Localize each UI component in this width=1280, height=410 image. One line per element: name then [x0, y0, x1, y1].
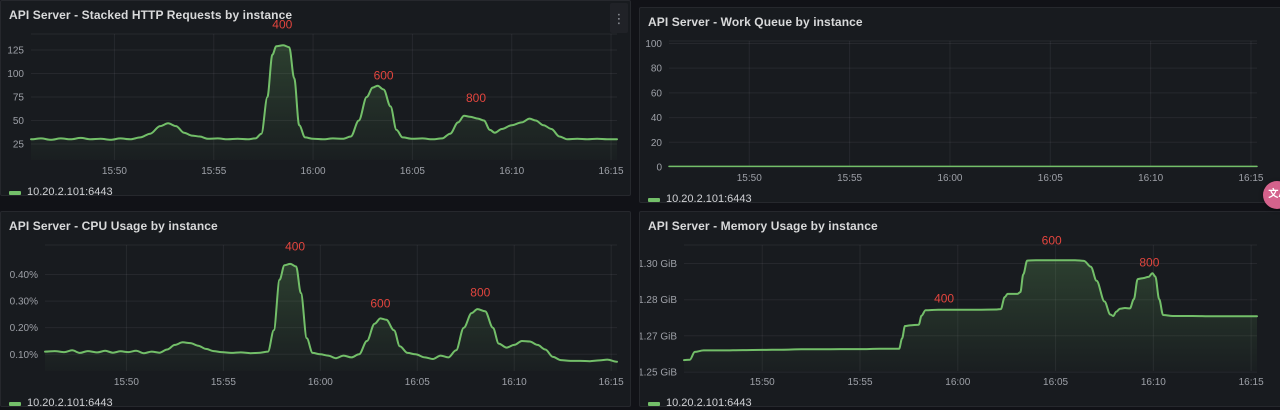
- svg-text:15:50: 15:50: [737, 173, 762, 184]
- svg-text:20: 20: [651, 138, 663, 149]
- svg-text:75: 75: [13, 93, 25, 104]
- svg-text:16:10: 16:10: [499, 166, 524, 177]
- svg-text:400: 400: [285, 240, 305, 254]
- svg-text:50: 50: [13, 116, 25, 127]
- svg-text:60: 60: [651, 88, 663, 99]
- svg-text:16:15: 16:15: [1238, 173, 1263, 184]
- svg-text:15:55: 15:55: [847, 377, 872, 388]
- legend-series-label[interactable]: 10.20.2.101:6443: [666, 397, 752, 409]
- svg-text:1.27 GiB: 1.27 GiB: [640, 331, 677, 342]
- translate-icon: 文A: [1268, 189, 1280, 200]
- svg-text:40: 40: [651, 113, 663, 124]
- svg-text:0.10%: 0.10%: [10, 350, 38, 361]
- svg-text:16:00: 16:00: [937, 173, 962, 184]
- svg-text:16:00: 16:00: [945, 377, 970, 388]
- svg-text:16:00: 16:00: [301, 166, 326, 177]
- svg-text:80: 80: [651, 64, 663, 75]
- legend: 10.20.2.101:6443: [9, 396, 113, 410]
- svg-text:600: 600: [1042, 234, 1062, 248]
- svg-text:1.30 GiB: 1.30 GiB: [640, 259, 677, 270]
- panel-http-requests: 25 50 75 100 125 15:50 15:55 16:00 16:05 16:10 16:…: [0, 0, 631, 199]
- svg-text:16:10: 16:10: [1138, 173, 1163, 184]
- svg-text:100: 100: [645, 39, 662, 50]
- svg-text:600: 600: [370, 297, 390, 311]
- panel-memory-usage: 1.25 GiB 1.27 GiB 1.28 GiB 1.30 GiB 15:50 15:…: [639, 211, 1280, 410]
- svg-text:15:50: 15:50: [750, 377, 775, 388]
- svg-text:16:05: 16:05: [1043, 377, 1068, 388]
- svg-text:600: 600: [374, 68, 394, 82]
- svg-text:16:05: 16:05: [1038, 173, 1063, 184]
- legend: 10.20.2.101:6443: [648, 192, 752, 206]
- svg-text:0.40%: 0.40%: [10, 270, 38, 281]
- svg-text:400: 400: [272, 18, 292, 32]
- legend: 10.20.2.101:6443: [9, 185, 113, 199]
- svg-text:16:15: 16:15: [599, 166, 624, 177]
- svg-text:0: 0: [656, 163, 662, 174]
- time-series-chart[interactable]: 25 50 75 100 125 15:50 15:55 16:00 16:05 16:10 16:…: [1, 1, 630, 195]
- time-series-chart[interactable]: 0.10% 0.20% 0.30% 0.40% 15:50 15:55 16:00 16:05…: [1, 212, 630, 406]
- legend-series-dash: [648, 401, 660, 406]
- panel-menu-button[interactable]: ⋮: [610, 3, 628, 33]
- legend-series-label[interactable]: 10.20.2.101:6443: [27, 397, 113, 409]
- svg-text:100: 100: [7, 69, 24, 80]
- svg-text:16:05: 16:05: [400, 166, 425, 177]
- svg-text:16:05: 16:05: [405, 377, 430, 388]
- panel-cpu-usage: 0.10% 0.20% 0.30% 0.40% 15:50 15:55 16:00 16:05…: [0, 211, 631, 410]
- translate-floating-button[interactable]: 文A: [1263, 181, 1280, 209]
- svg-text:800: 800: [466, 91, 486, 105]
- svg-text:16:15: 16:15: [1239, 377, 1264, 388]
- legend-series-label[interactable]: 10.20.2.101:6443: [666, 193, 752, 205]
- legend: 10.20.2.101:6443: [648, 396, 752, 410]
- svg-text:16:00: 16:00: [308, 377, 333, 388]
- panel-title: API Server - Work Queue by instance: [648, 15, 863, 29]
- svg-text:400: 400: [934, 292, 954, 306]
- svg-text:16:15: 16:15: [599, 377, 624, 388]
- svg-text:0.30%: 0.30%: [10, 297, 38, 308]
- svg-text:1.28 GiB: 1.28 GiB: [640, 295, 677, 306]
- time-series-chart[interactable]: 1.25 GiB 1.27 GiB 1.28 GiB 1.30 GiB 15:50 15:…: [640, 212, 1280, 406]
- svg-text:15:50: 15:50: [114, 377, 139, 388]
- svg-text:15:55: 15:55: [211, 377, 236, 388]
- svg-text:16:10: 16:10: [1141, 377, 1166, 388]
- svg-text:800: 800: [470, 286, 490, 300]
- panel-work-queue: 0 20 40 60 80 100 15:50 15:55 16:00 16:05 16:10 16:…: [639, 7, 1280, 206]
- panel-title: API Server - CPU Usage by instance: [9, 219, 218, 233]
- legend-series-dash: [9, 190, 21, 195]
- svg-text:125: 125: [7, 45, 24, 56]
- svg-text:15:55: 15:55: [201, 166, 226, 177]
- legend-series-label[interactable]: 10.20.2.101:6443: [27, 186, 113, 198]
- svg-text:16:10: 16:10: [502, 377, 527, 388]
- panel-title: API Server - Memory Usage by instance: [648, 219, 878, 233]
- svg-text:800: 800: [1139, 255, 1159, 269]
- svg-text:15:50: 15:50: [102, 166, 127, 177]
- legend-series-dash: [648, 197, 660, 202]
- panel-title: API Server - Stacked HTTP Requests by in…: [9, 8, 293, 22]
- svg-text:1.25 GiB: 1.25 GiB: [640, 368, 677, 379]
- time-series-chart[interactable]: 0 20 40 60 80 100 15:50 15:55 16:00 16:05 16:10 16:…: [640, 8, 1280, 202]
- svg-text:0.20%: 0.20%: [10, 323, 38, 334]
- svg-text:15:55: 15:55: [837, 173, 862, 184]
- kebab-menu-icon: ⋮: [612, 10, 626, 26]
- legend-series-dash: [9, 401, 21, 406]
- svg-text:25: 25: [13, 140, 25, 151]
